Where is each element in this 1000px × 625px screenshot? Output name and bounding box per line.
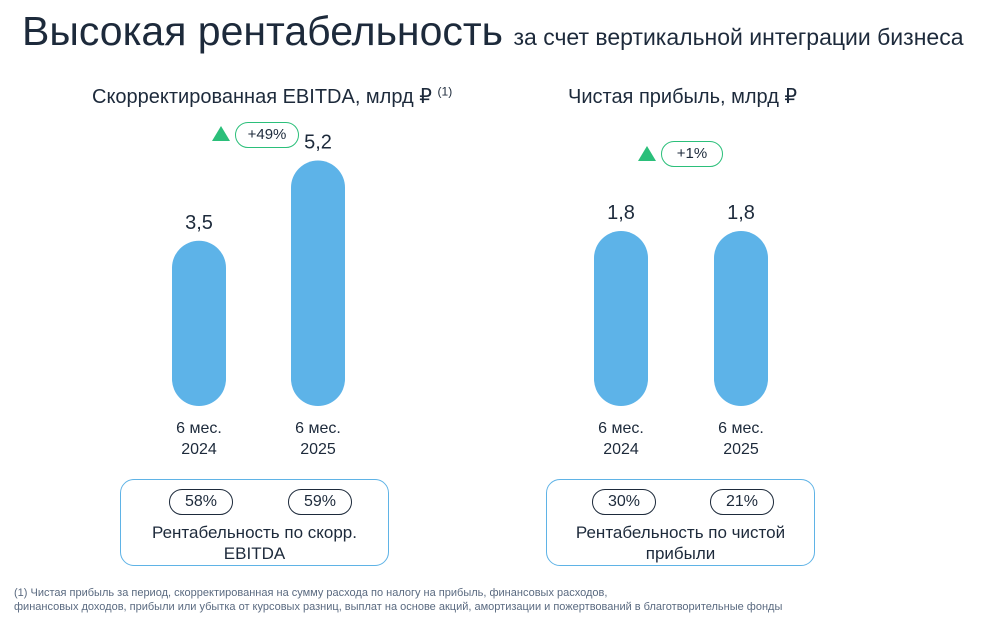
category-label-ebitda-0-1: 2024	[181, 441, 217, 458]
net-profit-growth-badge: +1%	[661, 141, 723, 167]
ebitda-margin-label-line2: EBITDA	[223, 544, 286, 563]
ebitda-title-note: (1)	[437, 84, 453, 99]
category-label-net-profit-1-1: 2025	[723, 441, 759, 458]
ebitda-margin-2025: 59%	[288, 489, 352, 515]
ebitda-title-text: Скорректированная EBITDA, млрд ₽	[92, 86, 432, 108]
value-label-net-profit-1: 1,8	[727, 202, 755, 224]
net-profit-chart-title: Чистая прибыль, млрд ₽	[568, 84, 797, 109]
category-label-net-profit-0-0: 6 мес.	[598, 420, 644, 437]
bar-ebitda-1	[291, 160, 345, 406]
page-header: Высокая рентабельность за счет вертикаль…	[22, 8, 964, 55]
page-subtitle: за счет вертикальной интеграции бизнеса	[513, 24, 964, 50]
category-label-ebitda-1-1: 2025	[300, 441, 336, 458]
net-profit-margin-label: Рентабельность по чистой прибыли	[547, 522, 814, 564]
page-title: Высокая рентабельность	[22, 8, 504, 54]
net-profit-margin-label-line1: Рентабельность по чистой	[575, 523, 786, 542]
footnote: (1) Чистая прибыль за период, скорректир…	[14, 586, 914, 614]
value-label-ebitda-0: 3,5	[185, 212, 213, 234]
ebitda-margin-label-line1: Рентабельность по скорр.	[151, 523, 357, 542]
value-label-net-profit-0: 1,8	[607, 202, 635, 224]
ebitda-margin-box: 58% 59% Рентабельность по скорр. EBITDA	[120, 479, 389, 566]
category-label-ebitda-0-0: 6 мес.	[176, 420, 222, 437]
ebitda-growth-badge: +49%	[235, 122, 299, 148]
ebitda-margin-2024: 58%	[169, 489, 233, 515]
ebitda-growth-up-icon	[212, 126, 230, 141]
net-profit-margin-2025: 21%	[710, 489, 774, 515]
footnote-line1: (1) Чистая прибыль за период, скорректир…	[14, 587, 608, 599]
net-profit-margin-2024: 30%	[592, 489, 656, 515]
net-profit-margin-label-line2: прибыли	[645, 544, 716, 563]
net-profit-growth-up-icon	[638, 146, 656, 161]
footnote-line2: финансовых доходов, прибыли или убытка о…	[14, 601, 783, 613]
category-label-net-profit-0-1: 2024	[603, 441, 639, 458]
bar-net-profit-0	[594, 231, 648, 406]
value-label-ebitda-1: 5,2	[304, 132, 332, 154]
net-profit-margin-box: 30% 21% Рентабельность по чистой прибыли	[546, 479, 815, 566]
bar-ebitda-0	[172, 240, 226, 406]
net-profit-title-text: Чистая прибыль, млрд ₽	[568, 86, 798, 108]
category-label-ebitda-1-0: 6 мес.	[295, 420, 341, 437]
ebitda-chart-title: Скорректированная EBITDA, млрд ₽ (1)	[92, 84, 452, 109]
category-label-net-profit-1-0: 6 мес.	[718, 420, 764, 437]
bar-net-profit-1	[714, 231, 768, 406]
ebitda-margin-label: Рентабельность по скорр. EBITDA	[121, 522, 388, 564]
